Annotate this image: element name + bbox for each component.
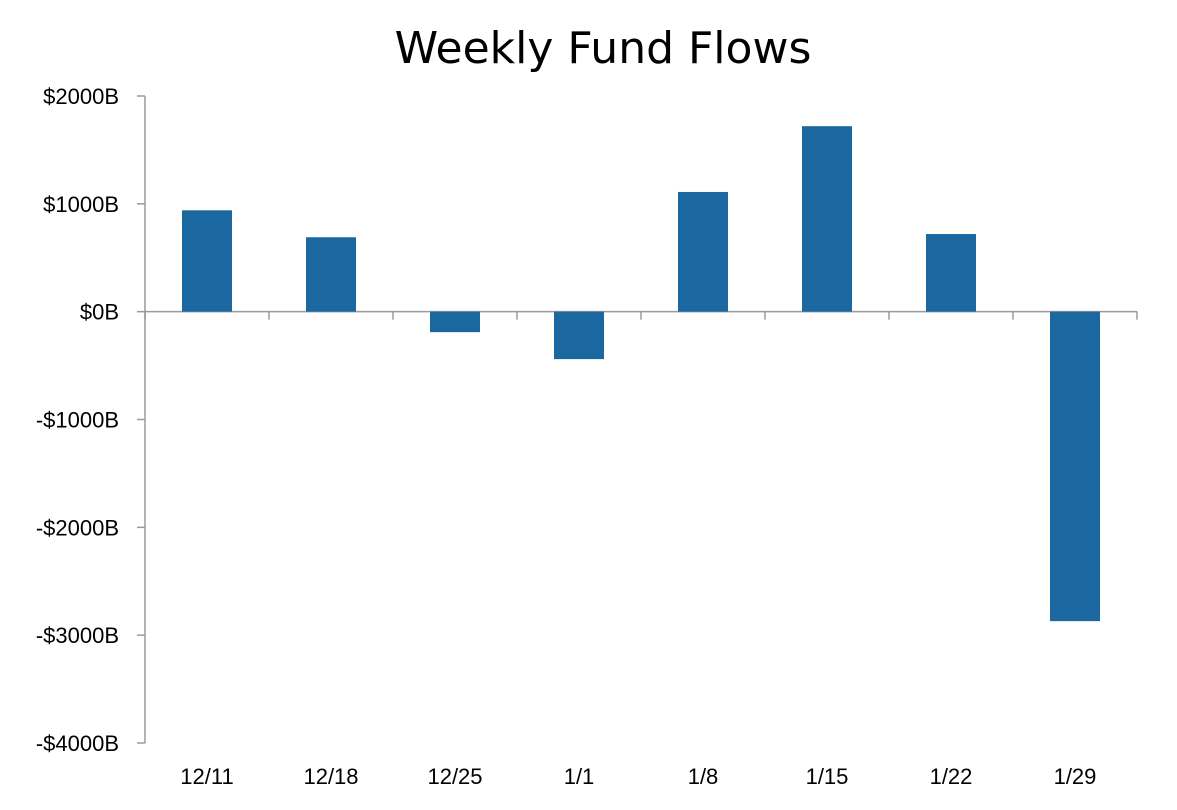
tick-labels: $2000B $1000B $0B -$1000B -$2000B -$3000B -$40… <box>36 84 1097 789</box>
bar-1-29 <box>1050 311 1100 622</box>
x-tick-label: 1/29 <box>1054 764 1097 789</box>
x-tick-label: 1/1 <box>564 764 595 789</box>
y-tick-label: $0B <box>80 300 119 325</box>
y-tick-label: -$2000B <box>36 515 119 540</box>
x-tick-label: 12/11 <box>180 764 233 789</box>
bar-1-8 <box>678 191 728 312</box>
bar-12-11 <box>182 210 232 312</box>
bar-12-25 <box>430 311 480 333</box>
bars <box>182 126 1100 622</box>
y-tick-label: -$1000B <box>36 408 119 433</box>
bar-12-18 <box>306 237 356 312</box>
bar-1-15 <box>802 126 852 312</box>
y-tick-label: -$3000B <box>36 623 119 648</box>
y-tick-label: $1000B <box>43 192 119 217</box>
bar-1-22 <box>926 234 976 312</box>
x-tick-label: 12/25 <box>427 764 482 789</box>
y-tick-label: -$4000B <box>36 731 119 756</box>
chart-title: Weekly Fund Flows <box>395 23 812 74</box>
x-tick-label: 1/15 <box>806 764 849 789</box>
x-tick-label: 12/18 <box>303 764 358 789</box>
axes <box>137 95 1138 744</box>
x-tick-label: 1/22 <box>930 764 973 789</box>
x-tick-label: 1/8 <box>688 764 719 789</box>
bar-1-1 <box>554 311 604 360</box>
y-tick-label: $2000B <box>43 84 119 109</box>
